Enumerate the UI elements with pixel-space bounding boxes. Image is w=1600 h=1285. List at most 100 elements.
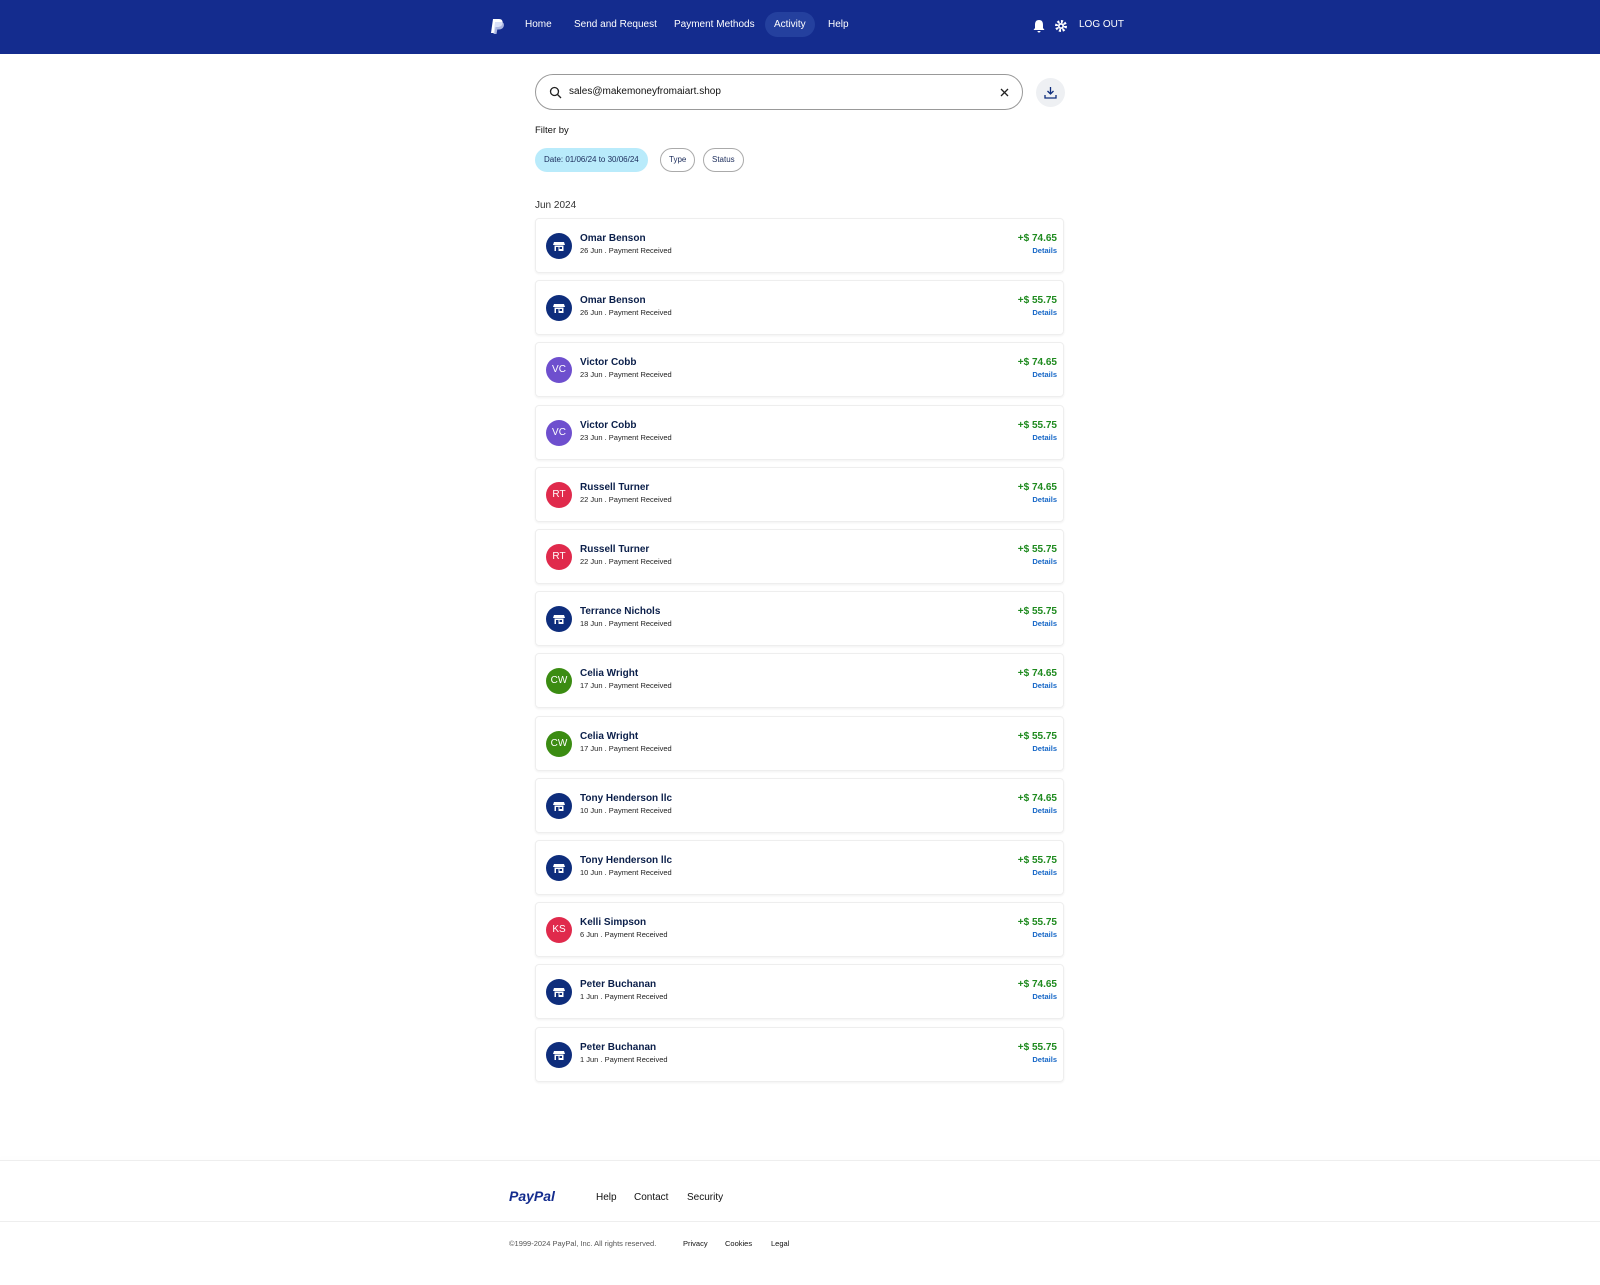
nav-link[interactable]: Payment Methods — [674, 19, 755, 30]
filter-chip[interactable]: Date: 01/06/24 to 30/06/24 — [535, 148, 648, 172]
nav-link[interactable]: Home — [525, 19, 552, 30]
details-link[interactable]: Details — [1032, 557, 1057, 566]
filter-label: Filter by — [535, 125, 569, 136]
details-link[interactable]: Details — [1032, 1054, 1057, 1064]
search-box[interactable]: sales@makemoneyfromaiart.shop — [535, 74, 1023, 110]
avatar — [546, 979, 572, 1006]
name: Omar Benson — [580, 295, 646, 307]
transaction-row[interactable]: VC Victor Cobb 23 Jun . Payment Received +$… — [535, 342, 1064, 398]
details-link[interactable]: Details — [1032, 308, 1057, 318]
footer-link[interactable]: Security — [687, 1192, 724, 1203]
avatar — [546, 606, 572, 633]
transaction-row[interactable]: Tony Henderson llc 10 Jun . Payment Recei… — [535, 777, 1064, 833]
details-link[interactable]: Details — [1032, 743, 1057, 753]
notifications-icon[interactable] — [1033, 19, 1045, 33]
transaction-row[interactable]: RT Russell Turner 22 Jun . Payment Receive… — [535, 466, 1064, 522]
details-link[interactable]: Details — [1032, 930, 1057, 940]
amount: +$ 55.75 — [1017, 855, 1057, 866]
footer-link[interactable]: Help — [596, 1192, 617, 1203]
avatar: KS — [546, 917, 572, 944]
name: Victor Cobb — [580, 419, 637, 431]
store-icon — [553, 615, 565, 625]
logo[interactable] — [490, 18, 504, 35]
subtitle: 17 Jun . Payment Received — [580, 743, 672, 753]
footer-divider — [0, 1221, 1600, 1222]
store-icon — [553, 1050, 565, 1060]
transaction-row[interactable]: VC Victor Cobb 23 Jun . Payment Received +$… — [535, 404, 1064, 460]
filter-chip[interactable]: Status — [703, 148, 744, 172]
name: Russell Turner — [580, 481, 650, 493]
subtitle: 22 Jun . Payment Received — [580, 494, 672, 504]
subtitle: 10 Jun . Payment Received — [580, 868, 672, 877]
avatar: RT — [546, 481, 572, 508]
store-icon — [553, 242, 565, 251]
details-link[interactable]: Details — [1032, 619, 1057, 629]
subtitle: 23 Jun . Payment Received — [580, 370, 672, 380]
name: Omar Benson — [580, 233, 646, 244]
subtitle: 26 Jun . Payment Received — [580, 246, 672, 255]
name: Terrance Nichols — [580, 606, 661, 618]
download-button[interactable] — [1036, 78, 1065, 107]
settings-icon[interactable] — [1055, 20, 1067, 32]
transaction-row[interactable]: RT Russell Turner 22 Jun . Payment Receive… — [535, 529, 1064, 584]
avatar: VC — [546, 357, 572, 384]
amount: +$ 74.65 — [1017, 233, 1057, 244]
nav-link[interactable]: Activity — [765, 12, 815, 37]
amount: +$ 74.65 — [1017, 481, 1057, 493]
avatar — [546, 233, 572, 259]
subtitle: 22 Jun . Payment Received — [580, 557, 672, 566]
transaction-row[interactable]: Omar Benson 26 Jun . Payment Received +$ 7… — [535, 218, 1064, 273]
avatar: CW — [546, 668, 572, 695]
details-link[interactable]: Details — [1032, 494, 1057, 504]
avatar — [546, 792, 572, 819]
avatar: CW — [546, 730, 572, 757]
clear-button[interactable] — [1000, 88, 1009, 97]
footer-link[interactable]: Contact — [634, 1192, 669, 1203]
nav-link[interactable]: Help — [828, 19, 849, 30]
details-link[interactable]: Details — [1032, 992, 1057, 1002]
transaction-row[interactable]: Peter Buchanan 1 Jun . Payment Received +$… — [535, 964, 1064, 1020]
search-icon — [549, 86, 562, 99]
details-link[interactable]: Details — [1032, 370, 1057, 380]
avatar — [546, 1041, 572, 1068]
legal-link[interactable]: Privacy — [683, 1239, 708, 1248]
details-link[interactable]: Details — [1032, 868, 1057, 877]
store-icon — [553, 864, 565, 873]
amount: +$ 55.75 — [1017, 917, 1057, 929]
footer-divider — [0, 1160, 1600, 1161]
name: Celia Wright — [580, 730, 639, 742]
legal-link[interactable]: Cookies — [725, 1239, 753, 1248]
transaction-row[interactable]: KS Kelli Simpson 6 Jun . Payment Received +… — [535, 902, 1064, 958]
store-icon — [553, 801, 565, 811]
legal-link[interactable]: Legal — [771, 1239, 790, 1248]
name: Kelli Simpson — [580, 917, 647, 929]
avatar: RT — [546, 544, 572, 570]
details-link[interactable]: Details — [1032, 805, 1057, 815]
footer-brand[interactable]: PayPal — [509, 1188, 555, 1204]
download-icon — [1044, 87, 1057, 99]
details-link[interactable]: Details — [1032, 432, 1057, 442]
avatar: VC — [546, 419, 572, 446]
filter-chip[interactable]: Type — [660, 148, 696, 172]
amount: +$ 74.65 — [1017, 668, 1057, 680]
top-nav: LOG OUT Home Send and Request Payment Meth… — [0, 0, 1600, 54]
details-link[interactable]: Details — [1032, 681, 1057, 691]
name: Tony Henderson llc — [580, 792, 673, 804]
subtitle: 10 Jun . Payment Received — [580, 805, 672, 815]
details-link[interactable]: Details — [1032, 246, 1057, 255]
amount: +$ 55.75 — [1017, 295, 1057, 307]
amount: +$ 55.75 — [1017, 544, 1057, 555]
name: Celia Wright — [580, 668, 639, 680]
transaction-row[interactable]: Terrance Nichols 18 Jun . Payment Receive… — [535, 591, 1064, 647]
month-heading: Jun 2024 — [535, 200, 577, 211]
logout[interactable]: LOG OUT — [1079, 19, 1125, 30]
amount: +$ 74.65 — [1017, 357, 1057, 369]
transaction-row[interactable]: CW Celia Wright 17 Jun . Payment Received +… — [535, 653, 1064, 709]
transaction-row[interactable]: Peter Buchanan 1 Jun . Payment Received +$… — [535, 1026, 1064, 1082]
amount: +$ 55.75 — [1017, 730, 1057, 742]
nav-link[interactable]: Send and Request — [574, 19, 657, 30]
transaction-row[interactable]: Omar Benson 26 Jun . Payment Received +$ 5… — [535, 280, 1064, 336]
transaction-row[interactable]: Tony Henderson llc 10 Jun . Payment Recei… — [535, 840, 1064, 895]
transaction-row[interactable]: CW Celia Wright 17 Jun . Payment Received +… — [535, 715, 1064, 771]
